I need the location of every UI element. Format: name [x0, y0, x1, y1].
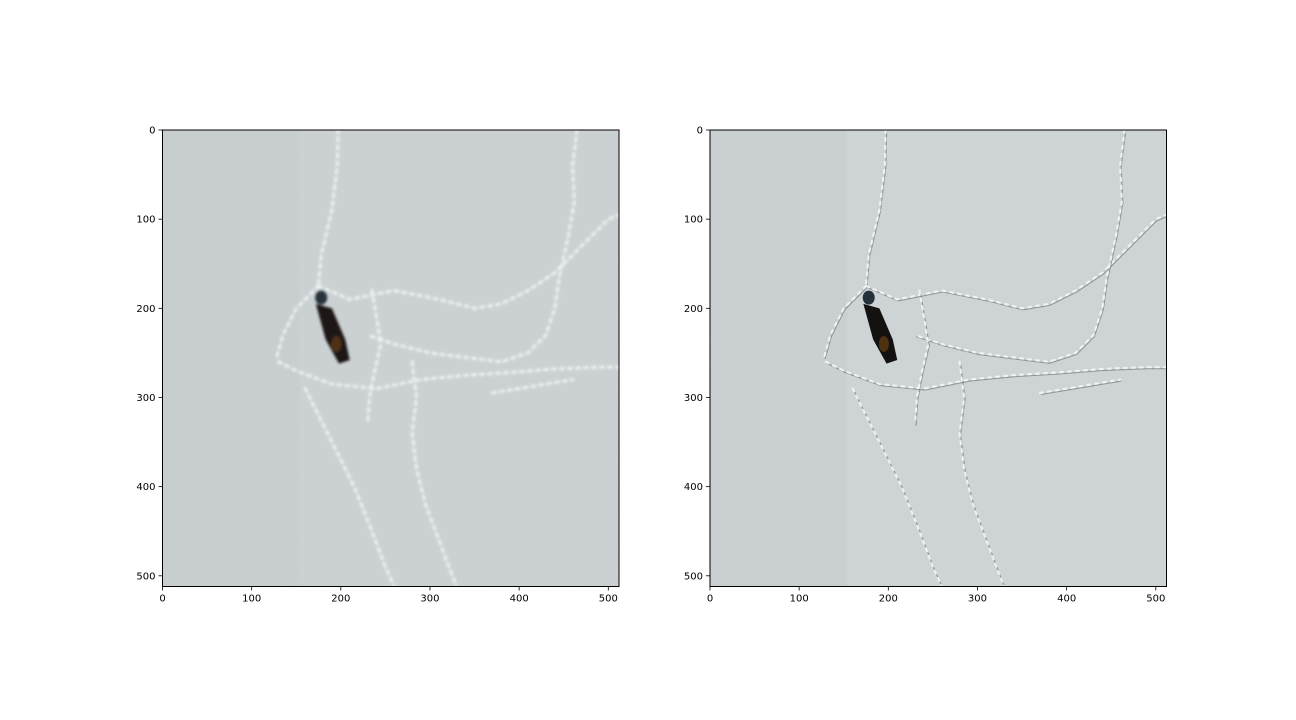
- axes-frame: [162, 129, 620, 587]
- track-0: [864, 130, 887, 288]
- x-tick-label: 500: [599, 594, 618, 605]
- object-body: [863, 303, 898, 364]
- image-panel-left: 0 100 200 300 400 500 0 100 200 300 400 500: [136, 126, 620, 605]
- track-7: [366, 288, 383, 426]
- x-tick-label: 200: [331, 594, 350, 605]
- x-tick-label: 0: [159, 594, 165, 605]
- track-shadow: [824, 287, 868, 360]
- track-8: [823, 284, 868, 359]
- track-0: [316, 130, 340, 288]
- track-shadow: [915, 131, 1127, 364]
- track-shadow: [866, 216, 1167, 311]
- track-4: [1038, 378, 1122, 395]
- y-tick-label: 200: [136, 304, 155, 315]
- snow-grain: [710, 130, 1167, 587]
- y-tick-label: 500: [684, 571, 703, 582]
- image-area: [710, 130, 1167, 587]
- y-tick-label: 400: [136, 482, 155, 493]
- x-tick-label: 300: [420, 594, 439, 605]
- y-tick-label: 100: [136, 215, 155, 226]
- y-tick-label: 300: [136, 393, 155, 404]
- image-area: [162, 130, 619, 587]
- object-head: [315, 290, 328, 305]
- track-7: [914, 289, 930, 426]
- track-5: [303, 387, 396, 587]
- x-tick-label: 0: [707, 594, 713, 605]
- y-tick-label: 500: [136, 571, 155, 582]
- axes-frame: [709, 129, 1167, 587]
- x-tick-label: 400: [1057, 594, 1076, 605]
- track-4: [490, 378, 575, 395]
- x-tick-label: 500: [1146, 594, 1165, 605]
- track-shadow: [1040, 380, 1122, 396]
- x-tick-label: 300: [968, 594, 987, 605]
- dark-object: [862, 290, 898, 364]
- object-body: [315, 303, 350, 364]
- track-3: [824, 360, 1167, 390]
- track-3: [276, 360, 619, 391]
- y-tick-label: 300: [684, 393, 703, 404]
- track-1: [864, 213, 1167, 310]
- track-2: [366, 130, 579, 364]
- object-head: [862, 290, 875, 305]
- track-6: [410, 360, 459, 587]
- object-brown-patch: [878, 335, 889, 352]
- x-tick-label: 100: [242, 594, 261, 605]
- track-8: [275, 284, 321, 359]
- object-brown-patch: [331, 335, 342, 352]
- snow-grain: [162, 130, 619, 587]
- y-tick-label: 0: [697, 126, 703, 137]
- image-panel-right: 0 100 200 300 400 500 0 100 200 300 400 500: [684, 126, 1167, 605]
- dark-object: [315, 290, 350, 364]
- track-1: [316, 213, 619, 310]
- x-tick-label: 400: [510, 594, 529, 605]
- y-tick-label: 400: [684, 482, 703, 493]
- track-5: [851, 387, 943, 587]
- y-tick-label: 100: [684, 215, 703, 226]
- x-tick-label: 200: [879, 594, 898, 605]
- y-tick-label: 200: [684, 304, 703, 315]
- track-2: [914, 130, 1126, 363]
- y-tick-label: 0: [149, 126, 155, 137]
- x-tick-label: 100: [790, 594, 809, 605]
- track-6: [958, 360, 1006, 587]
